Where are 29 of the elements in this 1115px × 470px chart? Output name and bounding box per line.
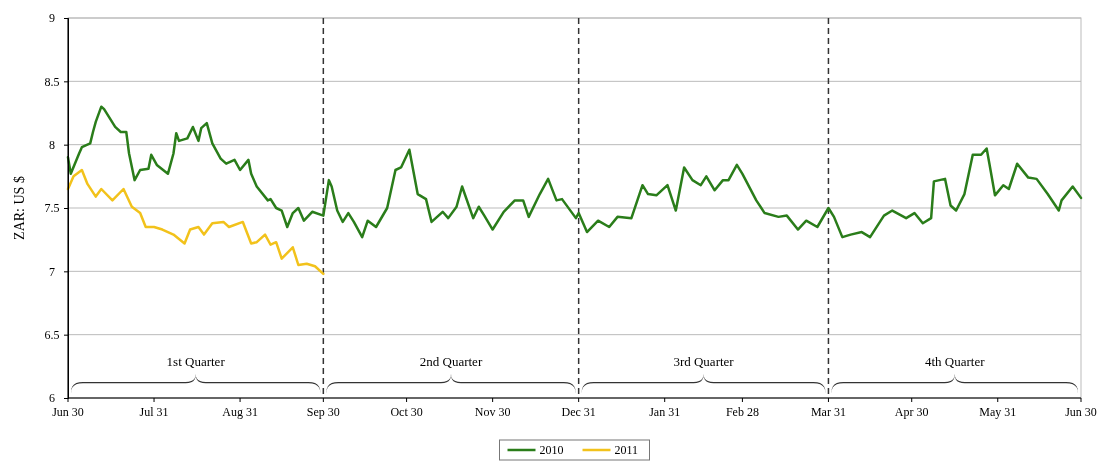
y-tick-label: 7 xyxy=(49,264,55,279)
legend-label: 2010 xyxy=(539,443,564,458)
x-tick-label: May 31 xyxy=(979,405,1017,419)
x-tick-label: Dec 31 xyxy=(561,405,596,419)
x-tick-label: Feb 28 xyxy=(725,405,759,419)
x-tick-label: Jun 30 xyxy=(1065,405,1097,419)
line-series xyxy=(66,168,325,276)
x-tick-label: Jan 31 xyxy=(649,405,681,419)
annotation: 4th Quarter xyxy=(924,354,986,369)
line-series xyxy=(66,105,1083,239)
y-tick-label: 8 xyxy=(49,138,55,153)
x-tick-label: Jun 30 xyxy=(52,405,84,419)
legend-label: 2011 xyxy=(614,443,639,458)
annotation: 3rd Quarter xyxy=(673,354,735,369)
x-tick-label: Apr 30 xyxy=(894,405,929,419)
x-tick-label: Aug 31 xyxy=(222,405,258,419)
x-tick-label: Sep 30 xyxy=(306,405,340,419)
y-tick-label: 8.5 xyxy=(44,74,60,89)
y-tick-label: 6.5 xyxy=(44,328,60,343)
x-tick-label: Jul 31 xyxy=(139,405,169,419)
y-tick-label: 9 xyxy=(49,11,55,26)
annotation: 1st Quarter xyxy=(166,354,226,369)
y-tick-label: 7.5 xyxy=(44,201,60,216)
y-tick-label: 6 xyxy=(49,391,55,406)
x-tick-label: Mar 31 xyxy=(810,405,846,419)
annotation: 2nd Quarter xyxy=(419,354,483,369)
x-tick-label: Oct 30 xyxy=(390,405,423,419)
y-axis-title: ZAR: US $ xyxy=(12,176,27,240)
x-tick-label: Nov 30 xyxy=(474,405,511,419)
